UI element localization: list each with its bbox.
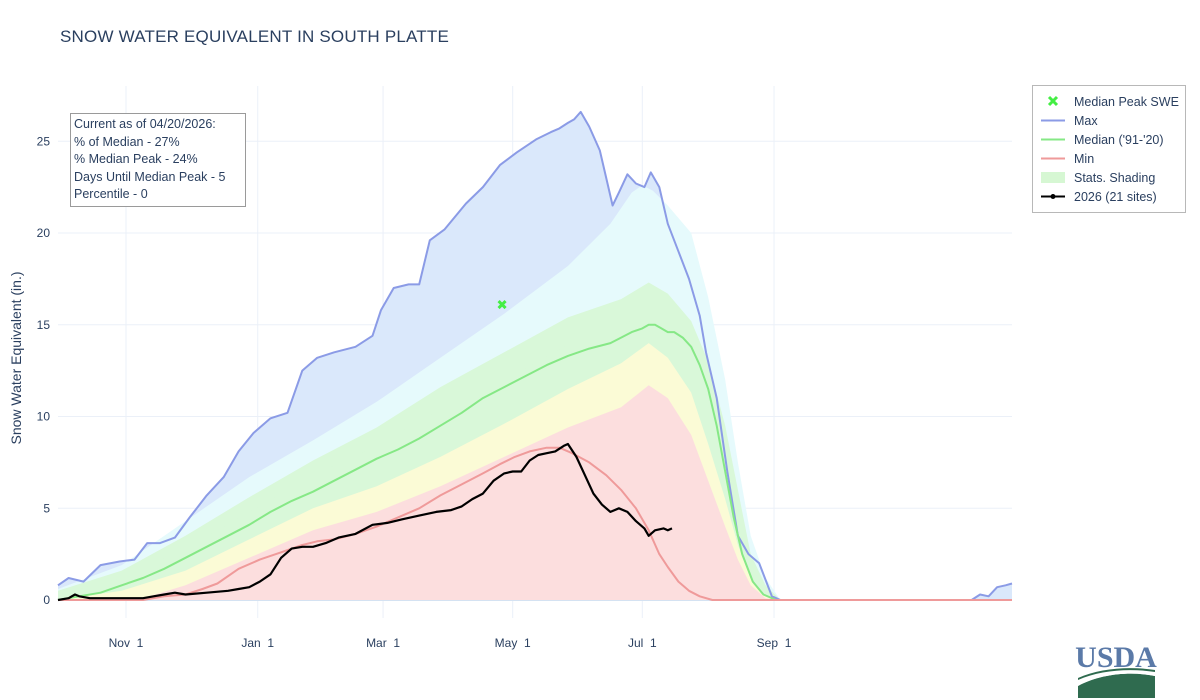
y-tick-label: 15 [37, 318, 51, 332]
y-axis-label: Snow Water Equivalent (in.) [8, 272, 24, 445]
band-lower [58, 385, 781, 600]
x-tick-label: Mar 1 [366, 636, 400, 650]
legend-label: Min [1074, 151, 1095, 166]
usda-logo-text: USDA [1075, 641, 1157, 674]
legend-item-median-peak[interactable]: Median Peak SWE [1039, 92, 1179, 111]
status-line: Days Until Median Peak - 5 [74, 169, 226, 184]
legend-item-min[interactable]: Min [1039, 149, 1094, 168]
line-marker-icon [1041, 194, 1065, 199]
status-line: % Median Peak - 24% [74, 152, 198, 166]
y-tick-label: 5 [43, 501, 50, 515]
stats-shading [58, 111, 1012, 601]
legend-label: Median Peak SWE [1074, 94, 1179, 109]
legend-label: Median ('91-'20) [1074, 132, 1164, 147]
y-tick-label: 20 [37, 226, 51, 240]
series-line-min [58, 446, 1012, 601]
x-tick-label: May 1 [495, 636, 531, 650]
series-lines [57, 110, 1013, 602]
y-axis: 0 5 10 15 20 25 [37, 134, 51, 607]
legend-item-2026[interactable]: 2026 (21 sites) [1039, 187, 1157, 206]
legend-item-stats-shading[interactable]: Stats. Shading [1039, 168, 1155, 187]
series-line-median-91-20 [57, 323, 1012, 601]
series-line-max [57, 110, 1013, 601]
y-tick-label: 10 [37, 410, 51, 424]
legend: Median Peak SWE Max Median ('91-'20) Min… [1032, 85, 1186, 213]
median-peak-marker [497, 300, 507, 310]
line-icon [1041, 138, 1065, 141]
y-tick-label: 0 [43, 593, 50, 607]
series-line-2026-21-sites [57, 442, 673, 602]
legend-item-max[interactable]: Max [1039, 111, 1098, 130]
x-tick-label: Jul 1 [628, 636, 657, 650]
x-tick-label: Jan 1 [241, 636, 274, 650]
legend-label: 2026 (21 sites) [1074, 189, 1157, 204]
x-tick-label: Sep 1 [757, 636, 792, 650]
x-axis: Nov 1 Jan 1 Mar 1 May 1 Jul 1 Sep 1 [109, 636, 792, 650]
line-icon [1041, 119, 1065, 122]
markers [497, 300, 507, 310]
x-marker-icon [1047, 95, 1059, 107]
current-status-box: Current as of 04/20/2026: % of Median - … [70, 113, 246, 207]
usda-logo: USDA [1075, 641, 1157, 698]
chart-title: SNOW WATER EQUIVALENT IN SOUTH PLATTE [60, 27, 449, 46]
legend-label: Max [1074, 113, 1098, 128]
y-tick-label: 25 [37, 134, 51, 148]
status-line: Current as of 04/20/2026: [74, 117, 216, 131]
status-line: % of Median - 27% [74, 134, 180, 149]
line-icon [1041, 157, 1065, 160]
legend-item-median[interactable]: Median ('91-'20) [1039, 130, 1164, 149]
status-line: Percentile - 0 [74, 187, 148, 201]
fill-swatch-icon [1041, 172, 1065, 183]
x-tick-label: Nov 1 [109, 636, 144, 650]
legend-label: Stats. Shading [1074, 170, 1156, 185]
